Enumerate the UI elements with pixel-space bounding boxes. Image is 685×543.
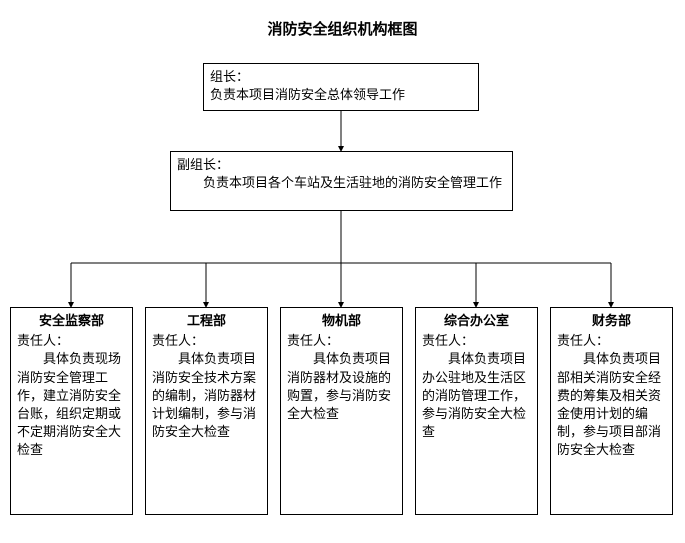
deputy-leader-box: 副组长： 负责本项目各个车站及生活驻地的消防安全管理工作 bbox=[170, 151, 513, 211]
department-title: 财务部 bbox=[557, 312, 666, 330]
department-responsible-label: 责任人： bbox=[152, 332, 261, 350]
deputy-desc: 负责本项目各个车站及生活驻地的消防安全管理工作 bbox=[177, 174, 506, 192]
department-responsible-label: 责任人： bbox=[287, 332, 396, 350]
department-responsible-label: 责任人： bbox=[557, 332, 666, 350]
leader-box: 组长： 负责本项目消防安全总体领导工作 bbox=[203, 63, 479, 111]
department-desc: 具体负责项目消防器材及设施的购置，参与消防安全大检查 bbox=[287, 350, 396, 423]
department-desc: 具体负责现场消防安全管理工作，建立消防安全台账，组织定期或不定期消防安全大检查 bbox=[17, 350, 126, 459]
department-box: 工程部责任人：具体负责项目消防安全技术方案的编制，消防器材计划编制，参与消防安全… bbox=[145, 307, 268, 515]
department-desc: 具体负责项目消防安全技术方案的编制，消防器材计划编制，参与消防安全大检查 bbox=[152, 350, 261, 441]
department-title: 综合办公室 bbox=[422, 312, 531, 330]
leader-role: 组长： bbox=[210, 68, 472, 86]
department-box: 综合办公室责任人：具体负责项目办公驻地及生活区的消防管理工作，参与消防安全大检查 bbox=[415, 307, 538, 515]
department-desc: 具体负责项目部相关消防安全经费的筹集及相关资金使用计划的编制，参与项目部消防安全… bbox=[557, 350, 666, 459]
department-box: 财务部责任人：具体负责项目部相关消防安全经费的筹集及相关资金使用计划的编制，参与… bbox=[550, 307, 673, 515]
department-box: 物机部责任人：具体负责项目消防器材及设施的购置，参与消防安全大检查 bbox=[280, 307, 403, 515]
page-title: 消防安全组织机构框图 bbox=[0, 18, 685, 39]
department-responsible-label: 责任人： bbox=[422, 332, 531, 350]
department-title: 安全监察部 bbox=[17, 312, 126, 330]
deputy-role: 副组长： bbox=[177, 156, 506, 174]
department-title: 工程部 bbox=[152, 312, 261, 330]
department-title: 物机部 bbox=[287, 312, 396, 330]
department-box: 安全监察部责任人：具体负责现场消防安全管理工作，建立消防安全台账，组织定期或不定… bbox=[10, 307, 133, 515]
department-desc: 具体负责项目办公驻地及生活区的消防管理工作，参与消防安全大检查 bbox=[422, 350, 531, 441]
department-responsible-label: 责任人： bbox=[17, 332, 126, 350]
leader-desc: 负责本项目消防安全总体领导工作 bbox=[210, 86, 472, 104]
